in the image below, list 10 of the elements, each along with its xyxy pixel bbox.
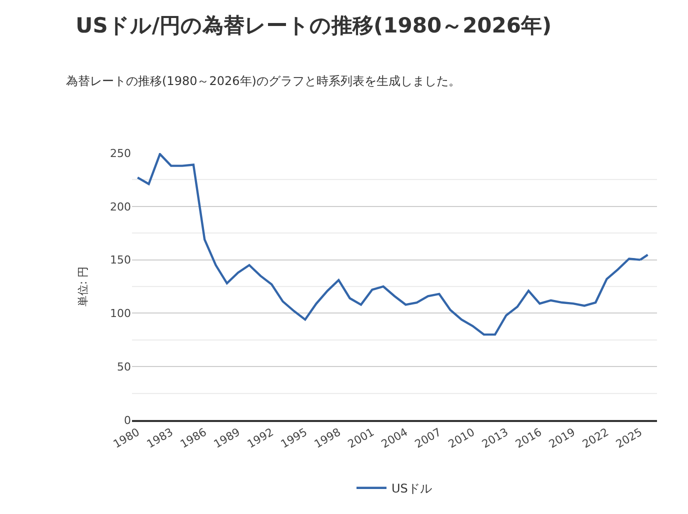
y-tick-label: 250 [110,146,131,160]
y-tick-label: 0 [124,414,131,427]
y-tick-label: 50 [117,360,131,374]
y-tick-label: 100 [110,307,131,320]
chart-subtitle: 為替レートの推移(1980～2026年)のグラフと時系列表を生成しました。 [66,74,460,88]
legend-label: USドル [392,482,432,496]
y-tick-label: 150 [110,254,131,267]
chart-title: USドル/円の為替レートの推移(1980～2026年) [76,14,552,38]
y-tick-label: 200 [110,200,131,214]
y-axis-title: 単位: 円 [76,266,90,307]
